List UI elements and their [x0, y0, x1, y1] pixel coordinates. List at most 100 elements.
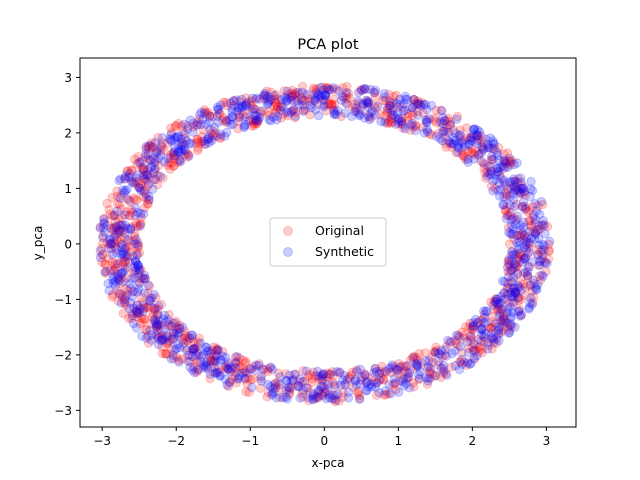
- scatter-point-synthetic: [118, 185, 128, 195]
- scatter-point-synthetic: [494, 178, 505, 189]
- scatter-point-original: [536, 247, 546, 257]
- scatter-point-original: [323, 82, 333, 93]
- scatter-point-original: [534, 271, 545, 281]
- scatter-point-synthetic: [491, 296, 501, 307]
- scatter-point-original: [425, 366, 435, 377]
- scatter-point-synthetic: [323, 385, 333, 396]
- scatter-point-synthetic: [191, 350, 201, 360]
- scatter-point-original: [164, 337, 174, 347]
- scatter-point-synthetic: [331, 109, 341, 120]
- scatter-point-original: [255, 383, 266, 394]
- scatter-point-synthetic: [472, 135, 482, 146]
- scatter-point-synthetic: [414, 370, 424, 380]
- scatter-point-synthetic: [215, 100, 226, 110]
- scatter-point-synthetic: [256, 376, 267, 386]
- scatter-point-original: [472, 134, 483, 144]
- scatter-point-synthetic: [451, 114, 462, 124]
- scatter-point-synthetic: [492, 298, 502, 309]
- scatter-point-original: [136, 212, 146, 223]
- scatter-point-synthetic: [104, 243, 114, 254]
- scatter-point-original: [511, 286, 521, 297]
- scatter-point-synthetic: [439, 126, 449, 137]
- scatter-point-original: [315, 373, 326, 383]
- scatter-point-original: [166, 128, 177, 138]
- scatter-point-original: [535, 224, 545, 234]
- scatter-point-synthetic: [499, 155, 510, 165]
- legend: Original Synthetic: [269, 217, 387, 267]
- scatter-point-synthetic: [334, 367, 345, 377]
- scatter-point-synthetic: [513, 306, 523, 317]
- scatter-point-original: [388, 91, 399, 102]
- scatter-point-original: [304, 369, 315, 380]
- scatter-point-synthetic: [524, 302, 535, 313]
- scatter-point-synthetic: [136, 186, 146, 196]
- scatter-point-original: [270, 378, 281, 388]
- scatter-point-original: [397, 118, 407, 129]
- scatter-point-synthetic: [113, 269, 123, 280]
- scatter-point-synthetic: [505, 321, 515, 331]
- scatter-point-original: [169, 153, 179, 163]
- scatter-point-synthetic: [204, 138, 214, 148]
- scatter-point-synthetic: [508, 263, 519, 274]
- scatter-point-synthetic: [99, 217, 110, 228]
- scatter-point-original: [166, 344, 176, 355]
- scatter-point-original: [247, 96, 257, 106]
- scatter-point-original: [253, 114, 263, 125]
- scatter-point-original: [481, 173, 491, 184]
- scatter-point-synthetic: [133, 263, 144, 273]
- scatter-point-synthetic: [234, 103, 244, 113]
- scatter-point-synthetic: [443, 335, 453, 346]
- scatter-point-original: [426, 352, 437, 363]
- scatter-point-synthetic: [350, 375, 361, 385]
- scatter-point-synthetic: [508, 224, 518, 234]
- scatter-point-synthetic: [439, 115, 450, 126]
- scatter-point-original: [377, 361, 387, 372]
- scatter-point-synthetic: [519, 254, 529, 264]
- scatter-point-synthetic: [324, 85, 334, 95]
- scatter-point-original: [542, 221, 553, 232]
- scatter-point-synthetic: [199, 108, 210, 119]
- scatter-point-synthetic: [507, 177, 517, 187]
- scatter-point-original: [121, 283, 131, 294]
- scatter-point-synthetic: [133, 240, 143, 250]
- scatter-point-original: [218, 112, 229, 123]
- scatter-point-synthetic: [402, 360, 413, 371]
- scatter-point-synthetic: [466, 136, 477, 146]
- scatter-point-synthetic: [114, 289, 124, 299]
- scatter-point-original: [243, 373, 253, 383]
- scatter-point-synthetic: [330, 390, 340, 401]
- scatter-point-synthetic: [413, 110, 423, 121]
- scatter-point-synthetic: [321, 393, 332, 404]
- scatter-point-original: [409, 95, 419, 105]
- scatter-point-original: [405, 125, 416, 136]
- scatter-point-synthetic: [453, 142, 463, 152]
- scatter-point-original: [487, 344, 497, 354]
- scatter-point-original: [320, 90, 331, 100]
- scatter-point-synthetic: [192, 120, 202, 130]
- scatter-point-synthetic: [511, 288, 521, 298]
- scatter-point-synthetic: [211, 351, 221, 361]
- scatter-point-synthetic: [116, 268, 126, 278]
- scatter-point-original: [270, 382, 281, 392]
- scatter-point-original: [205, 356, 216, 366]
- scatter-point-synthetic: [493, 150, 503, 161]
- scatter-point-original: [162, 349, 173, 359]
- scatter-point-synthetic: [201, 359, 211, 369]
- scatter-point-original: [436, 105, 446, 115]
- scatter-point-original: [409, 351, 419, 361]
- scatter-point-original: [392, 102, 402, 112]
- scatter-point-original: [496, 173, 506, 183]
- scatter-point-original: [182, 121, 193, 131]
- scatter-point-original: [168, 326, 179, 337]
- scatter-point-synthetic: [133, 260, 144, 271]
- scatter-point-synthetic: [174, 147, 184, 157]
- scatter-point-original: [250, 94, 261, 105]
- scatter-point-original: [110, 263, 120, 273]
- scatter-point-original: [503, 222, 514, 233]
- scatter-point-synthetic: [127, 177, 137, 187]
- scatter-point-original: [140, 325, 151, 335]
- scatter-point-synthetic: [215, 371, 225, 381]
- scatter-point-synthetic: [520, 204, 530, 214]
- scatter-point-synthetic: [165, 134, 175, 144]
- scatter-point-synthetic: [363, 376, 373, 387]
